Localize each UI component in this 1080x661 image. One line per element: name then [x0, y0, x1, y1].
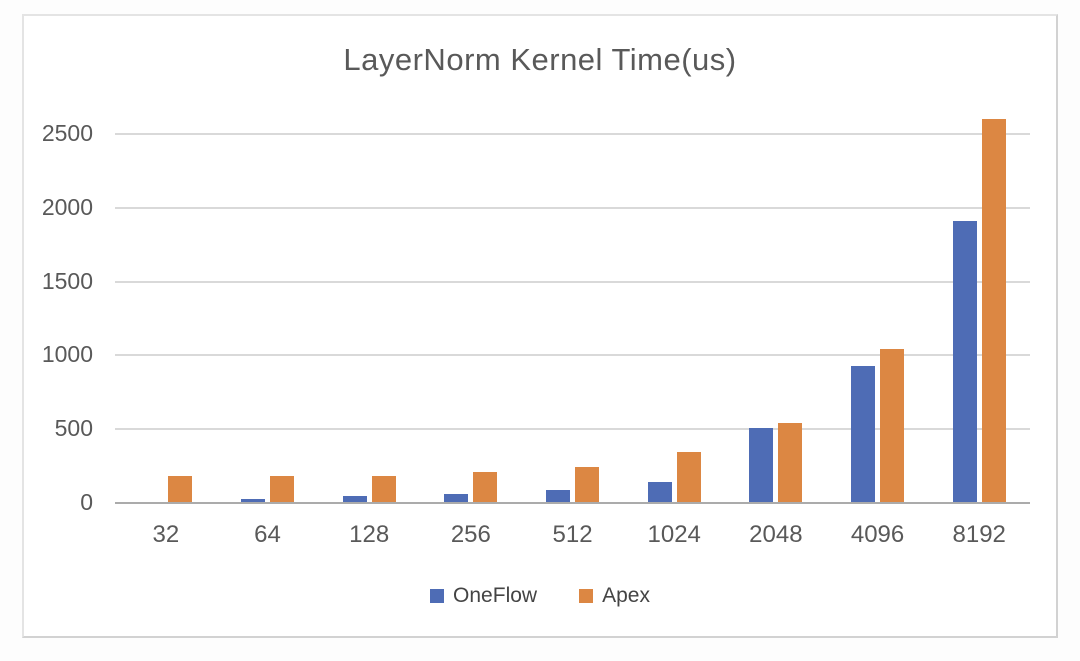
x-tick-label-1024: 1024: [647, 521, 701, 548]
y-tick-label: 500: [54, 415, 93, 442]
bar-apex-4096: [880, 349, 905, 503]
bar-apex-2048: [778, 423, 803, 503]
legend-swatch-icon: [430, 589, 445, 603]
legend-item-apex: Apex: [579, 584, 650, 608]
chart-card: LayerNorm Kernel Time(us) 0 500 1000 1500 20…: [22, 14, 1058, 638]
y-tick-label: 1500: [41, 267, 93, 294]
bar-oneflow-4096: [851, 366, 876, 503]
category-group-64: [217, 134, 319, 503]
x-tick-label-64: 64: [254, 521, 281, 548]
bar-oneflow-256: [444, 494, 469, 503]
bar-apex-8192: [981, 119, 1006, 503]
category-group-256: [420, 134, 522, 503]
bar-apex-64: [270, 476, 294, 503]
category-group-128: [318, 134, 420, 503]
legend: OneFlow Apex: [24, 584, 1056, 608]
bar-apex-32: [168, 476, 193, 503]
x-axis: 32 64 128 256 512 1024 2048 4096 8192: [115, 521, 1030, 549]
y-gridline: [115, 354, 1030, 357]
bar-oneflow-2048: [749, 428, 774, 503]
category-group-2048: [725, 134, 827, 503]
bar-oneflow-1024: [647, 482, 672, 503]
y-gridline: [115, 280, 1030, 283]
category-group-4096: [827, 134, 929, 503]
y-tick-label: 2000: [41, 193, 93, 220]
x-tick-label-2048: 2048: [749, 521, 803, 548]
y-gridline: [115, 206, 1030, 209]
legend-swatch-icon: [579, 589, 594, 603]
bar-oneflow-512: [546, 490, 571, 503]
category-group-32: [115, 134, 217, 503]
x-tick-label-512: 512: [552, 521, 593, 548]
x-tick-label-32: 32: [152, 521, 180, 548]
x-tick-label-256: 256: [450, 521, 491, 548]
bar-apex-128: [371, 476, 396, 503]
category-group-8192: [928, 119, 1030, 503]
category-group-512: [522, 134, 624, 503]
bar-apex-512: [575, 467, 600, 503]
y-tick-label: 2500: [41, 119, 93, 146]
bar-oneflow-8192: [952, 221, 977, 503]
y-gridline: [115, 133, 1030, 135]
x-tick-label-8192: 8192: [952, 521, 1006, 548]
x-tick-label-4096: 4096: [850, 521, 905, 548]
bar-apex-1024: [676, 452, 701, 503]
legend-label: Apex: [602, 584, 650, 607]
x-tick-label-128: 128: [349, 521, 390, 548]
plot-area: 0 500 1000 1500 2000 2500 32 64 128 256 512 1024 20…: [42, 119, 1030, 548]
x-axis-line: [115, 502, 1030, 504]
bar-apex-256: [473, 472, 498, 503]
legend-item-oneflow: OneFlow: [430, 584, 537, 608]
y-tick-label: 1000: [41, 341, 93, 368]
legend-label: OneFlow: [453, 584, 538, 607]
chart-title: LayerNorm Kernel Time(us): [343, 42, 737, 77]
y-gridline: [115, 428, 1030, 431]
y-tick-label: 0: [80, 488, 93, 515]
category-group-1024: [623, 134, 725, 503]
bar-oneflow-128: [342, 496, 367, 503]
bar-oneflow-64: [241, 499, 265, 503]
bars-area: [115, 119, 1030, 503]
